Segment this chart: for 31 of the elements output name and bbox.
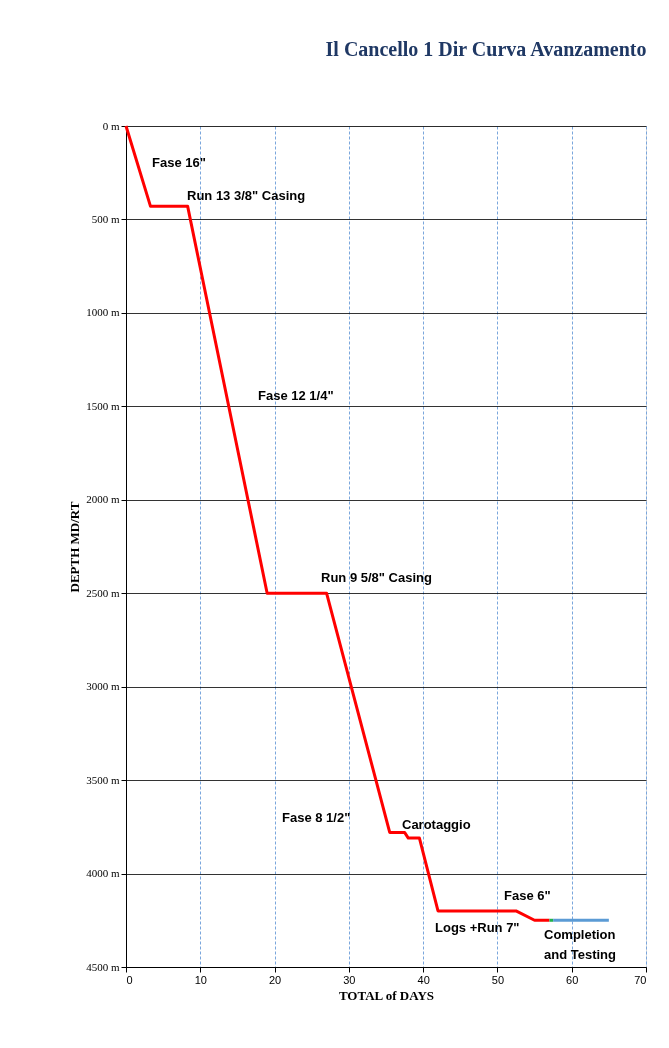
x-tick-label: 70: [634, 973, 647, 986]
y-tick-label: 1500 m: [86, 399, 120, 412]
x-tick-label: 20: [268, 973, 282, 986]
y-tick-label: 2500 m: [86, 586, 120, 599]
y-tick-label: 3000 m: [86, 680, 120, 693]
annotation: Fase 8 1/2": [282, 810, 351, 825]
y-tick-label: 3500 m: [86, 773, 120, 786]
y-tick-label: 4500 m: [86, 960, 120, 973]
y-tick-label: 0 m: [102, 119, 120, 132]
x-axis-title: TOTAL of DAYS: [338, 987, 435, 1003]
x-tick-label: 40: [417, 973, 430, 986]
x-tick-label: 0: [126, 973, 133, 986]
y-tick-label: 4000 m: [86, 867, 120, 880]
annotation: Run 13 3/8" Casing: [187, 188, 306, 203]
y-tick-label: 1000 m: [86, 306, 120, 319]
x-tick-label: 30: [343, 973, 356, 986]
annotation: Carotaggio: [402, 817, 471, 832]
annotation: Completion and Testing: [544, 927, 617, 962]
annotation: Run 9 5/8" Casing: [321, 570, 432, 585]
annotation: Fase 6": [504, 888, 551, 903]
annotation: Logs +Run 7": [435, 920, 520, 935]
line-series: [124, 124, 551, 922]
y-tick-label: 500 m: [91, 212, 120, 225]
chart-title: Il Cancello 1 Dir Curva Avanzamento: [325, 38, 647, 60]
y-axis-title: DEPTH MD/RT: [67, 501, 83, 593]
x-tick-label: 60: [566, 973, 579, 986]
x-tick-label: 50: [491, 973, 505, 986]
annotation: Fase 16": [152, 155, 206, 170]
y-tick-label: 2000 m: [86, 493, 120, 506]
annotation: Fase 12 1/4": [258, 388, 334, 403]
x-tick-label: 10: [194, 973, 207, 986]
